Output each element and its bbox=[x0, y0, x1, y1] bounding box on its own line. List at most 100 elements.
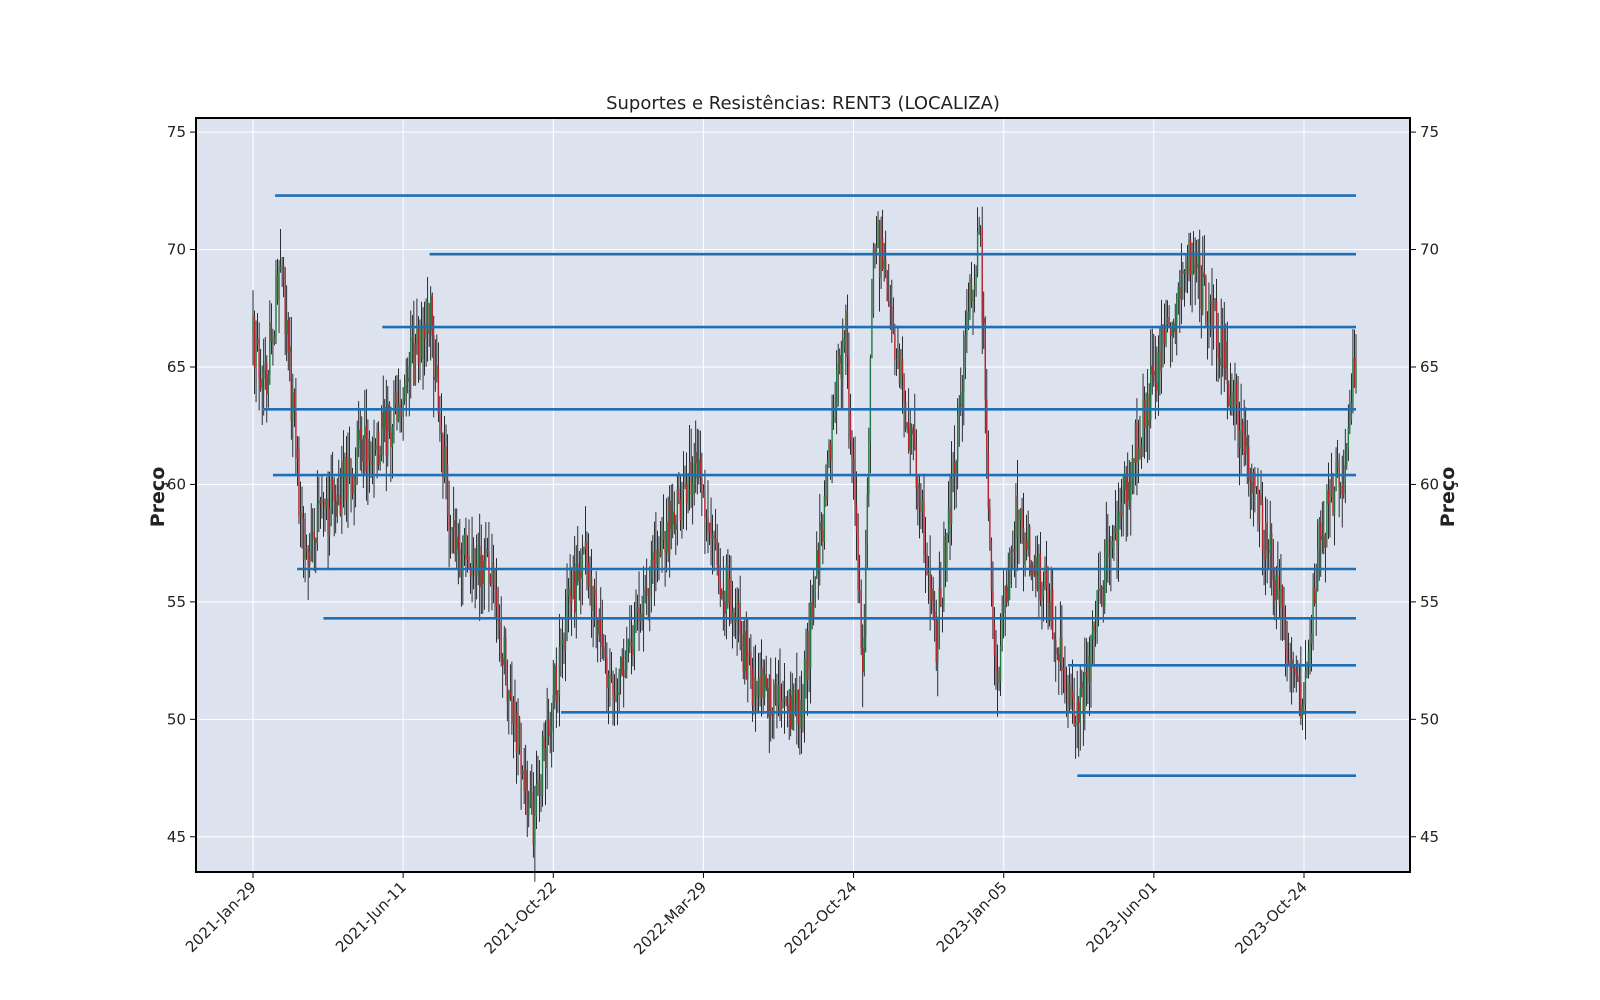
candle-body bbox=[512, 701, 515, 724]
candle-body bbox=[606, 658, 608, 688]
candle-body bbox=[555, 665, 558, 702]
candle-body bbox=[808, 631, 810, 669]
candle-body bbox=[1208, 303, 1210, 324]
candle-body bbox=[537, 780, 539, 785]
candle-body bbox=[1218, 358, 1221, 366]
x-axis: 2021-Jan-29 2021-Jun-11 2021-Oct-22 2022-Ma… bbox=[182, 872, 1311, 958]
candle-body bbox=[1012, 549, 1014, 551]
candle-body bbox=[293, 392, 296, 412]
candle-body bbox=[298, 448, 300, 516]
candle-body bbox=[400, 410, 403, 417]
candle-body bbox=[926, 554, 928, 576]
candle-body bbox=[774, 683, 777, 703]
candle-body bbox=[665, 521, 668, 553]
candle-body bbox=[1287, 661, 1290, 665]
candle-body bbox=[878, 220, 881, 278]
candle-body bbox=[765, 674, 767, 688]
candle-body bbox=[1199, 255, 1201, 302]
candle-body bbox=[529, 792, 531, 807]
candle-body bbox=[1304, 671, 1307, 705]
candle-body bbox=[912, 429, 914, 435]
candle-body bbox=[1045, 564, 1048, 588]
candle-body bbox=[1108, 554, 1111, 558]
candle-body bbox=[1102, 587, 1104, 607]
candle-body bbox=[1336, 461, 1339, 469]
candle-body bbox=[1321, 535, 1323, 541]
candle-body bbox=[564, 619, 567, 650]
candle-body bbox=[644, 588, 646, 590]
candle-body bbox=[796, 689, 798, 714]
candle-body bbox=[514, 701, 516, 713]
candle-body bbox=[777, 685, 780, 707]
candle-body bbox=[486, 548, 489, 554]
candle-body bbox=[1258, 494, 1261, 523]
candle-body bbox=[1240, 421, 1242, 449]
candle-body bbox=[733, 612, 735, 620]
candle-body bbox=[1205, 277, 1207, 322]
candle-body bbox=[290, 346, 292, 421]
candle-body bbox=[834, 408, 836, 421]
candle-body bbox=[1150, 365, 1152, 421]
candle-body bbox=[829, 442, 832, 460]
candle-body bbox=[425, 301, 427, 338]
candle-body bbox=[570, 596, 573, 604]
candle-body bbox=[1350, 402, 1353, 421]
candle-body bbox=[1225, 341, 1227, 369]
y-tick-label-right: 60 bbox=[1420, 475, 1439, 493]
candle-body bbox=[272, 342, 274, 344]
candle-body bbox=[445, 446, 447, 465]
candle-body bbox=[1252, 472, 1255, 494]
candle-body bbox=[572, 571, 574, 597]
candle-body bbox=[759, 677, 761, 698]
candle-body bbox=[1056, 649, 1058, 655]
candle-body bbox=[515, 712, 518, 753]
candle-body bbox=[407, 377, 409, 383]
candle-body bbox=[532, 801, 535, 846]
candle-body bbox=[590, 576, 593, 611]
candle-body bbox=[812, 604, 815, 620]
candle-body bbox=[814, 576, 816, 605]
candle-body bbox=[698, 458, 700, 479]
candle-body bbox=[411, 337, 414, 341]
candle-body bbox=[626, 647, 628, 670]
candle-body bbox=[364, 426, 366, 439]
candle-body bbox=[983, 318, 985, 323]
candle-body bbox=[868, 442, 870, 495]
candle-body bbox=[560, 644, 562, 647]
candle-body bbox=[633, 622, 636, 656]
candle-body bbox=[301, 512, 303, 519]
candle-body bbox=[1303, 704, 1305, 706]
candle-body bbox=[863, 637, 865, 673]
candle-body bbox=[552, 695, 554, 727]
candle-body bbox=[676, 489, 679, 530]
y-tick-label-left: 55 bbox=[167, 593, 186, 611]
candle-body bbox=[442, 434, 444, 478]
candle-body bbox=[1047, 587, 1049, 603]
candle-body bbox=[1061, 637, 1063, 671]
x-tick-label: 2022-Oct-24 bbox=[781, 878, 861, 958]
candle-body bbox=[1347, 427, 1350, 450]
candle-body bbox=[1263, 550, 1265, 559]
candle-body bbox=[949, 508, 951, 525]
y-axis-left: 45 50 55 60 65 70 75 bbox=[167, 123, 196, 846]
candle-body bbox=[1317, 550, 1319, 592]
candle-body bbox=[702, 490, 705, 498]
candle-body bbox=[1166, 316, 1169, 325]
candle-body bbox=[405, 377, 407, 385]
candle-body bbox=[872, 247, 875, 315]
candle-body bbox=[737, 602, 740, 609]
candle-body bbox=[382, 412, 384, 429]
candle-body bbox=[370, 460, 372, 463]
candle-body bbox=[1352, 358, 1354, 403]
candle-body bbox=[837, 363, 839, 370]
candle-body bbox=[255, 343, 257, 368]
candle-body bbox=[258, 338, 260, 380]
candle-body bbox=[895, 359, 898, 360]
candle-body bbox=[1160, 324, 1163, 372]
candle-body bbox=[1171, 322, 1173, 336]
candle-body bbox=[430, 295, 432, 331]
candle-body bbox=[1148, 420, 1150, 426]
candle-body bbox=[577, 563, 579, 582]
candle-body bbox=[1211, 301, 1213, 330]
candle-body bbox=[1143, 400, 1146, 429]
